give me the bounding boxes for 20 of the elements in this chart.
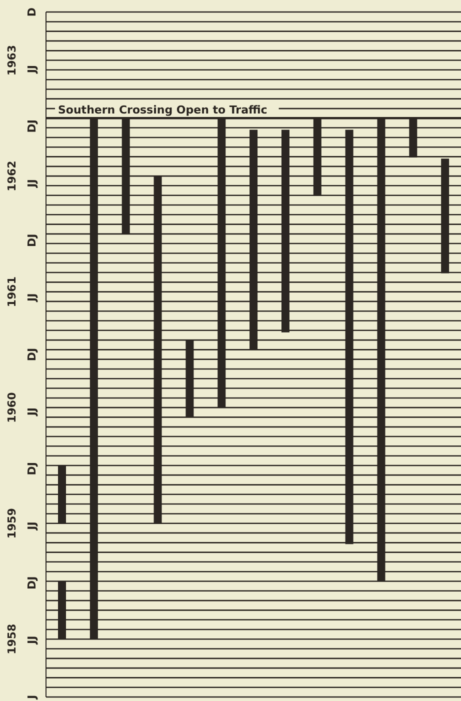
text: DJ [26, 576, 38, 590]
text: JJ [26, 64, 38, 74]
text: JJ [26, 179, 38, 188]
y-tick-label: 1962 [6, 160, 18, 192]
text: DJ [26, 462, 38, 476]
text: D [26, 7, 38, 17]
ref-line-label: Southern Crossing Open to Traffic [58, 104, 268, 117]
text: JJ [26, 293, 38, 303]
y-tick-label: 1960 [6, 392, 18, 423]
y-tick-label: 1959 [6, 508, 18, 539]
text: J [26, 694, 38, 700]
text: DJ [26, 120, 38, 133]
text: JJ [26, 522, 38, 531]
y-tick-label: 1963 [6, 44, 18, 76]
text: DJ [26, 348, 38, 362]
text: JJ [26, 636, 38, 646]
text: DJ [26, 234, 38, 247]
y-tick-label: 1961 [6, 276, 18, 308]
y-tick-label: 1958 [6, 624, 18, 654]
text: JJ [26, 407, 38, 417]
